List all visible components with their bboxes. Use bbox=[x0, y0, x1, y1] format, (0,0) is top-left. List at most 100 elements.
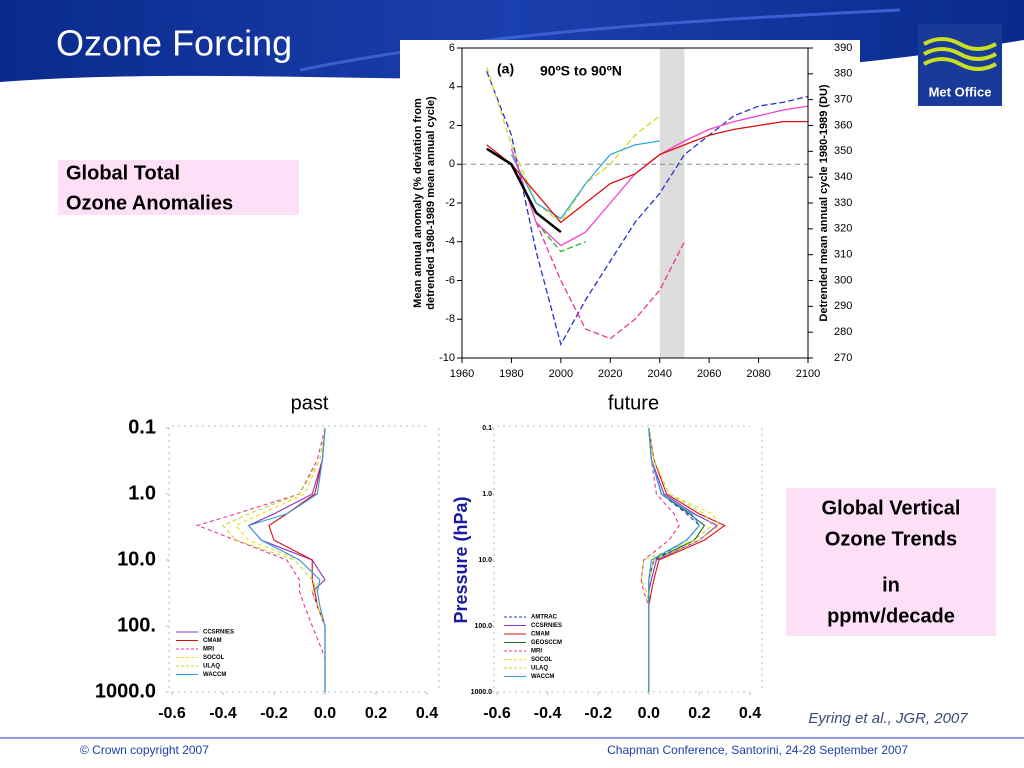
series-line bbox=[486, 120, 808, 224]
series-line bbox=[535, 221, 586, 253]
legend-label: SOCOL bbox=[203, 655, 225, 661]
profile-line bbox=[247, 427, 326, 692]
y2-tick-label: 290 bbox=[834, 300, 852, 312]
legend-label: WACCM bbox=[203, 672, 226, 678]
x-tick-label: 2100 bbox=[796, 368, 820, 380]
slide-title: Ozone Forcing bbox=[56, 23, 292, 64]
logo-text: Met Office bbox=[929, 84, 992, 99]
x-tick-label: 2020 bbox=[598, 368, 622, 380]
legend-label: WACCM bbox=[531, 674, 554, 680]
citation: Eyring et al., JGR, 2007 bbox=[808, 710, 968, 727]
profile-line bbox=[648, 427, 726, 692]
y2-tick-label: 270 bbox=[834, 352, 852, 364]
y-tick-label: 100. bbox=[117, 614, 156, 636]
y2-tick-label: 370 bbox=[834, 94, 852, 106]
chart-title: past bbox=[291, 392, 329, 414]
total-box bbox=[58, 160, 299, 215]
y2-tick-label: 350 bbox=[834, 145, 852, 157]
series-line bbox=[486, 147, 562, 234]
x-tick-label: 2000 bbox=[549, 368, 573, 380]
legend-label: MRI bbox=[531, 649, 542, 655]
y-tick-label: 1000.0 bbox=[95, 680, 156, 702]
y-axis-label: Pressure (hPa) bbox=[451, 496, 471, 623]
legend-label: CMAM bbox=[531, 632, 550, 638]
legend-label: GEOSCCM bbox=[531, 640, 562, 646]
legend-label: ULAQ bbox=[203, 664, 220, 670]
x-tick-label: 2080 bbox=[746, 368, 770, 380]
legend-label: CMAM bbox=[203, 638, 222, 644]
profile-line bbox=[268, 427, 326, 692]
footer-right: Chapman Conference, Santorini, 24-28 Sep… bbox=[607, 743, 908, 757]
chart-title: future bbox=[608, 392, 659, 414]
x-tick-label: 1960 bbox=[450, 368, 474, 380]
y-tick-label: -2 bbox=[445, 197, 455, 209]
highlight-span bbox=[659, 48, 685, 358]
y2-tick-label: 340 bbox=[834, 171, 852, 183]
series-line bbox=[486, 67, 661, 224]
x-tick-label: 0.4 bbox=[739, 705, 761, 722]
logo-waves bbox=[923, 37, 997, 71]
legend-label: ULAQ bbox=[531, 666, 548, 672]
x-tick-label: -0.6 bbox=[483, 705, 511, 722]
y-tick-label: -8 bbox=[445, 313, 455, 325]
y2-tick-label: 380 bbox=[834, 68, 852, 80]
y2-tick-label: 390 bbox=[834, 42, 852, 54]
vertical-box-line: Global Vertical bbox=[822, 497, 961, 519]
y-tick-label: 0 bbox=[449, 158, 455, 170]
y-axis-label: Mean annual anomaly (% deviation from bbox=[412, 98, 424, 308]
x-tick-label: 0.2 bbox=[688, 705, 710, 722]
x-tick-label: 2040 bbox=[647, 368, 671, 380]
series-line bbox=[510, 140, 660, 220]
annotation: (a) bbox=[497, 61, 514, 77]
y-tick-label: 100.0 bbox=[474, 623, 492, 630]
total-box-line: Global Total bbox=[66, 162, 180, 184]
x-tick-label: 1980 bbox=[499, 368, 523, 380]
y-tick-label: -4 bbox=[445, 236, 455, 248]
y-tick-label: 4 bbox=[449, 81, 455, 93]
y-tick-label: 0.1 bbox=[128, 416, 156, 438]
y-tick-label: 1.0 bbox=[482, 491, 492, 498]
y2-tick-label: 300 bbox=[834, 274, 852, 286]
legend-label: CCSRNIES bbox=[531, 623, 562, 629]
x-tick-label: -0.4 bbox=[209, 705, 237, 722]
legend-label: MRI bbox=[203, 647, 214, 653]
footer-left: © Crown copyright 2007 bbox=[80, 743, 209, 757]
vertical-box bbox=[786, 488, 996, 636]
profile-line bbox=[648, 427, 721, 692]
y2-tick-label: 330 bbox=[834, 197, 852, 209]
y-tick-label: -10 bbox=[439, 352, 455, 364]
vertical-box-line: ppmv/decade bbox=[827, 605, 955, 627]
x-tick-label: 0.0 bbox=[314, 705, 336, 722]
y-tick-label: 0.1 bbox=[482, 425, 492, 432]
y2-tick-label: 320 bbox=[834, 223, 852, 235]
x-tick-label: 0.4 bbox=[416, 705, 438, 722]
profile-line bbox=[640, 427, 680, 692]
x-tick-label: -0.4 bbox=[534, 705, 562, 722]
y-tick-label: 1000.0 bbox=[471, 689, 493, 696]
vertical-box-line: Ozone Trends bbox=[825, 528, 957, 550]
y-tick-label: 1.0 bbox=[128, 482, 156, 504]
legend-label: AMTRAC bbox=[531, 615, 558, 621]
y-tick-label: 2 bbox=[449, 119, 455, 131]
vertical-box-line: in bbox=[882, 574, 900, 596]
x-tick-label: 0.2 bbox=[365, 705, 387, 722]
y2-axis-label: Detrended mean annual cycle 1980-1989 (D… bbox=[818, 84, 830, 322]
x-tick-label: -0.6 bbox=[158, 705, 186, 722]
profile-line bbox=[648, 427, 701, 692]
y2-tick-label: 360 bbox=[834, 119, 852, 131]
chart-background bbox=[400, 40, 860, 385]
y-tick-label: 6 bbox=[449, 42, 455, 54]
profile-line bbox=[222, 427, 326, 692]
x-tick-label: 2060 bbox=[697, 368, 721, 380]
x-tick-label: 0.0 bbox=[638, 705, 660, 722]
y-axis-label: detrended 1980-1989 mean annual cycle) bbox=[425, 96, 437, 310]
legend-label: CCSRNIES bbox=[203, 630, 234, 636]
header-curve bbox=[299, 8, 901, 72]
profile-line bbox=[195, 427, 326, 692]
series-line bbox=[535, 222, 686, 340]
total-box-line: Ozone Anomalies bbox=[66, 192, 233, 214]
y-tick-label: -6 bbox=[445, 274, 455, 286]
chart-title: 90ºS to 90ºN bbox=[540, 63, 622, 79]
legend-label: SOCOL bbox=[531, 657, 553, 663]
